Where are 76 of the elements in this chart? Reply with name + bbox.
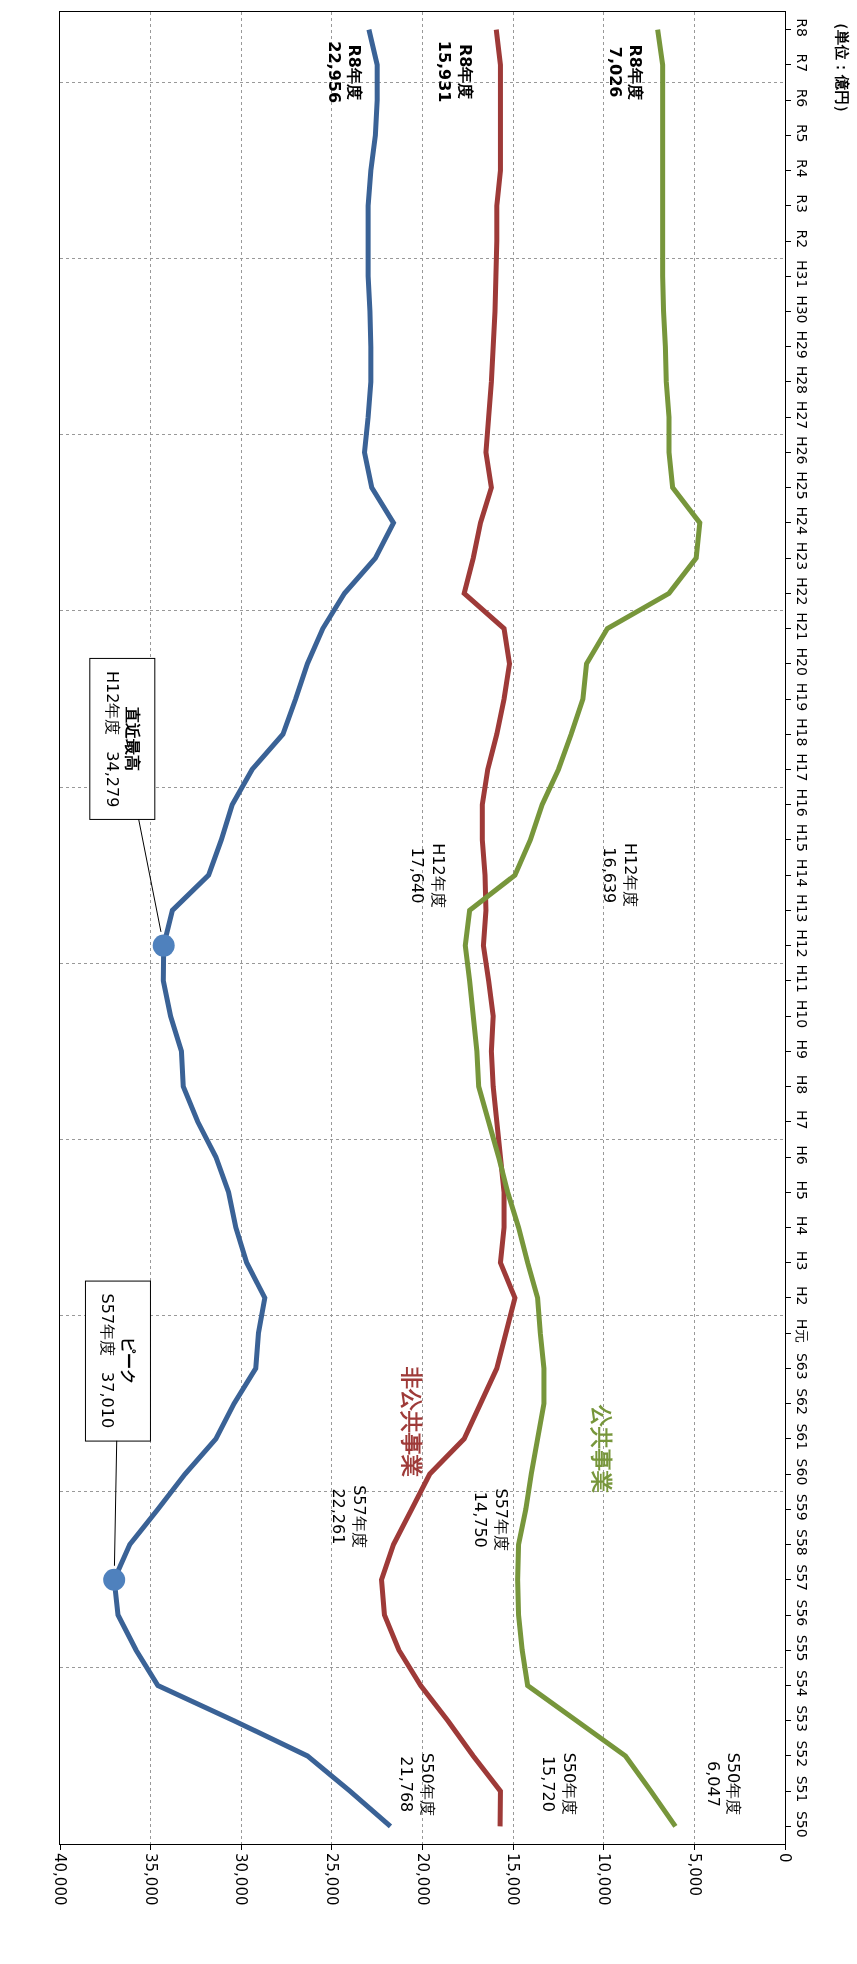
y-tick-label: S52 <box>793 1740 810 1768</box>
text: 公共事業 <box>589 1404 615 1494</box>
y-tick-label: R2 <box>793 229 810 249</box>
y-tick-label: H15 <box>793 823 810 852</box>
y-tick-label: R7 <box>793 53 810 73</box>
y-tick-label: H2 <box>793 1286 810 1306</box>
y-tick-label: H18 <box>793 717 810 747</box>
annotation: 直近最高 H12年度 34,279 <box>102 670 143 808</box>
y-tick-label: H26 <box>793 436 810 465</box>
x-tick-label: 20,000 <box>413 1853 432 1906</box>
y-tick-label: H11 <box>793 964 810 993</box>
text: （単位：億円） <box>832 14 851 120</box>
y-tick-label: H30 <box>793 295 810 324</box>
annotation: S57年度 22,261 <box>328 1485 369 1548</box>
text: 非公共事業 <box>398 1365 424 1477</box>
y-tick-label: R6 <box>793 88 810 108</box>
y-tick-label: S57 <box>793 1564 810 1592</box>
y-tick-label: H31 <box>793 259 810 289</box>
y-tick-label: H24 <box>793 506 810 536</box>
x-tick-label: 30,000 <box>232 1853 251 1906</box>
y-tick-label: H17 <box>793 753 810 782</box>
annotation: R8年度 7,026 <box>605 44 646 100</box>
y-tick-label: R3 <box>793 194 810 213</box>
y-tick-label: S54 <box>793 1670 810 1697</box>
y-tick-label: S51 <box>793 1775 810 1803</box>
y-tick-label: H16 <box>793 788 810 817</box>
x-tick-label: 5,000 <box>685 1853 704 1896</box>
y-tick-label: H27 <box>793 400 810 430</box>
x-tick-label: 35,000 <box>141 1853 160 1906</box>
y-tick-label: H元 <box>793 1318 810 1344</box>
y-tick-label: S53 <box>793 1705 810 1732</box>
y-tick-label: S56 <box>793 1599 810 1627</box>
y-tick-label: S59 <box>793 1493 810 1521</box>
y-tick-label: R5 <box>793 123 810 143</box>
y-tick-label: H21 <box>793 612 810 641</box>
y-tick-label: S60 <box>793 1458 810 1486</box>
y-tick-label: H23 <box>793 541 810 571</box>
y-tick-label: S58 <box>793 1529 810 1556</box>
annotation: S50年度 15,720 <box>538 1752 579 1816</box>
y-tick-label: H29 <box>793 330 810 359</box>
y-tick-label: R4 <box>793 159 810 178</box>
y-tick-label: H25 <box>793 471 810 500</box>
y-tick-label: H9 <box>793 1039 810 1059</box>
x-tick-label: 25,000 <box>323 1853 342 1906</box>
x-tick-label: 40,000 <box>51 1853 70 1906</box>
y-tick-label: R8 <box>793 18 810 37</box>
x-tick-label: 15,000 <box>504 1853 523 1906</box>
annotation: R8年度 22,956 <box>324 41 365 104</box>
y-tick-label: H7 <box>793 1109 810 1130</box>
x-tick-label: 10,000 <box>594 1853 613 1906</box>
y-tick-label: H13 <box>793 894 810 923</box>
y-tick-label: H20 <box>793 647 810 676</box>
y-tick-label: S63 <box>793 1352 810 1380</box>
x-tick-label: 0 <box>776 1853 795 1863</box>
annotation: H12年度 17,640 <box>408 843 449 908</box>
y-tick-label: S55 <box>793 1634 810 1662</box>
y-tick-label: H4 <box>793 1215 810 1236</box>
y-tick-label: S62 <box>793 1388 810 1415</box>
y-tick-label: S61 <box>793 1423 810 1451</box>
annotation: S57年度 14,750 <box>471 1488 512 1552</box>
y-tick-label: H5 <box>793 1180 810 1200</box>
annotation: ピーク S57年度 37,010 <box>98 1293 138 1429</box>
annotation: R8年度 15,931 <box>435 40 476 103</box>
y-tick-label: H12 <box>793 929 810 958</box>
y-tick-label: H3 <box>793 1250 810 1271</box>
annotation: H12年度 16,639 <box>600 843 641 908</box>
y-tick-label: H14 <box>793 858 810 888</box>
y-tick-label: H6 <box>793 1145 810 1165</box>
annotation: S50年度 21,768 <box>397 1753 438 1816</box>
y-tick-label: H8 <box>793 1074 810 1095</box>
y-tick-label: H28 <box>793 365 810 394</box>
y-tick-label: S50 <box>793 1810 810 1838</box>
annotation: S50年度 6,047 <box>703 1752 744 1816</box>
y-tick-label: H10 <box>793 999 810 1029</box>
y-tick-label: H22 <box>793 577 810 606</box>
y-tick-label: H19 <box>793 682 810 712</box>
